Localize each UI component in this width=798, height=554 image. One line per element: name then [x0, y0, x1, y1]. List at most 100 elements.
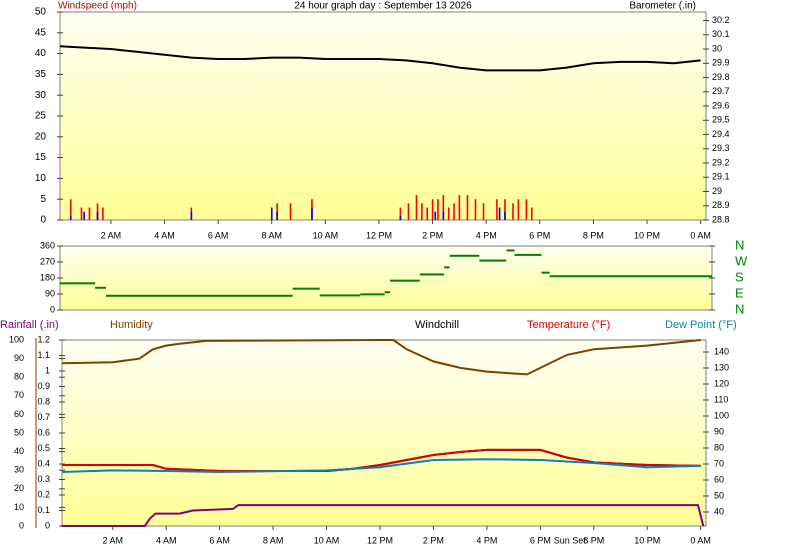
y2-tick-label: 28.9: [712, 200, 730, 210]
y3-tick-label: 0: [19, 520, 24, 530]
wind-bar: [525, 199, 528, 220]
y2-tick-label: 29.5: [712, 115, 730, 125]
y2-tick-label: 29.4: [712, 129, 730, 139]
direction-mark: [444, 266, 450, 269]
y-tick-label: 360: [40, 240, 55, 250]
wind-bar: [190, 211, 193, 220]
y2-axis-label: Barometer (.in): [629, 1, 696, 12]
y-tick-label: 0.3: [37, 474, 50, 484]
y2-tick-label: 29: [712, 186, 722, 196]
wind-bar: [69, 199, 72, 220]
y3-tick-label: 70: [14, 390, 24, 400]
x-tick-label: 4 AM: [156, 535, 177, 545]
y2-tick-label: 70: [714, 458, 724, 468]
y2-tick-label: 100: [714, 410, 729, 420]
wind-bar: [482, 203, 485, 220]
y2-tick-label: 60: [714, 474, 724, 484]
wind-bar: [504, 199, 506, 220]
y2-tick-label: E: [735, 285, 744, 300]
annotation: Sun Set: [554, 535, 587, 545]
x-tick-label: 2 AM: [101, 230, 122, 240]
y-tick-label: 270: [40, 256, 55, 266]
series-label: Temperature (°F): [527, 319, 610, 331]
series-label: Dew Point (°F): [665, 319, 737, 331]
series-line: [61, 458, 701, 474]
y2-tick-label: 29.6: [712, 100, 730, 110]
y-tick-label: 0.4: [37, 458, 50, 468]
y-tick-label: 0: [40, 215, 46, 226]
y2-tick-label: N: [735, 237, 744, 252]
y3-tick-label: 40: [14, 446, 24, 456]
wind-bar: [102, 207, 104, 220]
wind-bar: [437, 199, 439, 220]
y3-tick-label: 60: [14, 409, 24, 419]
y-tick-label: 5: [40, 194, 46, 205]
direction-mark: [479, 259, 507, 262]
x-tick-label: 2 AM: [103, 535, 124, 545]
wind-bar: [498, 207, 501, 220]
wind-bar: [80, 207, 83, 220]
direction-mark: [390, 279, 420, 282]
y2-tick-label: 29.8: [712, 72, 730, 82]
wind-bar: [83, 211, 85, 220]
x-tick-label: 10 PM: [634, 535, 660, 545]
wind-bar: [421, 203, 423, 220]
x-tick-label: 10 AM: [313, 230, 339, 240]
x-tick-label: 0 AM: [690, 230, 711, 240]
series-label: Rainfall (.in): [0, 319, 59, 331]
plot-area: [59, 11, 707, 221]
y-tick-label: 0.7: [37, 412, 50, 422]
y-tick-label: 20: [35, 131, 47, 142]
y2-tick-label: 110: [714, 394, 728, 404]
y2-tick-label: 29.1: [712, 172, 730, 182]
x-tick-label: 12 PM: [366, 230, 392, 240]
wind-bar: [69, 215, 72, 220]
wind-bar: [517, 199, 520, 220]
direction-mark: [506, 249, 515, 252]
y-tick-label: 0.9: [37, 381, 50, 391]
y2-tick-label: 120: [714, 378, 729, 388]
x-tick-label: 4 PM: [476, 230, 497, 240]
wind-bar: [512, 203, 514, 220]
wind-bar: [442, 195, 445, 220]
plot-area: [59, 245, 713, 311]
y2-tick-label: N: [735, 301, 744, 316]
wind-bar: [426, 207, 429, 220]
y-tick-label: 0.6: [37, 427, 50, 437]
x-tick-label: 6 PM: [529, 230, 550, 240]
wind-bar: [399, 207, 402, 220]
wind-bar: [442, 211, 445, 220]
y-tick-label: 0: [45, 520, 50, 530]
y-tick-label: 50: [35, 7, 47, 18]
wind-bar: [496, 199, 498, 220]
direction-mark: [95, 286, 106, 289]
series-label: Humidity: [110, 319, 153, 331]
x-tick-label: 4 PM: [476, 535, 497, 545]
wind-bar: [289, 203, 292, 220]
x-tick-label: 10 AM: [314, 535, 340, 545]
wind-bar: [96, 211, 99, 220]
y3-tick-label: 30: [14, 465, 24, 475]
x-tick-label: 2 PM: [423, 535, 444, 545]
wind-bar: [447, 207, 450, 220]
wind-bar: [453, 203, 455, 220]
x-tick-label: 0 AM: [690, 535, 711, 545]
y-tick-label: 35: [35, 69, 47, 80]
series-label: Windchill: [415, 319, 459, 331]
y-tick-label: 25: [35, 111, 47, 122]
wind-bar: [466, 195, 469, 220]
x-tick-label: 6 AM: [208, 230, 229, 240]
x-tick-label: 2 PM: [422, 230, 443, 240]
direction-mark: [384, 291, 391, 294]
wind-bar: [407, 203, 410, 220]
y2-tick-label: 29.7: [712, 86, 730, 96]
wind-bar: [399, 215, 402, 220]
y-tick-label: 15: [35, 152, 47, 163]
direction-mark: [514, 253, 542, 256]
x-tick-label: 6 PM: [530, 535, 551, 545]
series-line: [62, 504, 705, 527]
y-tick-label: 180: [40, 272, 55, 282]
wind-bar: [270, 207, 273, 220]
x-tick-label: 8 PM: [583, 230, 604, 240]
